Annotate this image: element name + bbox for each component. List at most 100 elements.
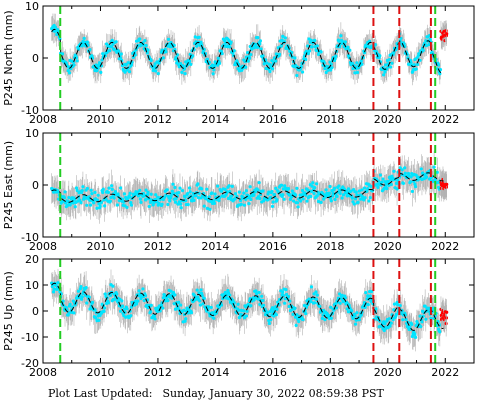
data-point bbox=[127, 70, 132, 74]
data-point bbox=[127, 195, 132, 199]
y-tick-label: -10 bbox=[21, 104, 39, 117]
data-point bbox=[173, 200, 178, 204]
data-point bbox=[200, 187, 204, 191]
data-point bbox=[101, 190, 105, 195]
data-point bbox=[339, 34, 343, 38]
data-point bbox=[153, 317, 157, 321]
x-tick-label: 2016 bbox=[259, 366, 287, 379]
data-point bbox=[256, 188, 260, 192]
data-point bbox=[270, 204, 275, 208]
data-point bbox=[228, 293, 232, 297]
data-point bbox=[413, 184, 418, 189]
y-tick-label: -20 bbox=[21, 357, 39, 370]
data-point bbox=[149, 192, 153, 196]
data-point bbox=[281, 293, 286, 298]
x-tick-label: 2016 bbox=[259, 113, 287, 126]
data-point bbox=[134, 302, 139, 306]
data-point bbox=[147, 204, 151, 209]
data-point bbox=[51, 290, 56, 294]
data-point bbox=[138, 188, 142, 192]
data-point bbox=[357, 66, 361, 70]
data-point bbox=[90, 192, 94, 196]
data-point bbox=[180, 189, 185, 193]
data-point bbox=[239, 198, 243, 203]
data-point bbox=[144, 188, 148, 192]
data-point bbox=[257, 181, 261, 185]
data-point bbox=[136, 299, 140, 303]
data-point bbox=[376, 185, 380, 189]
data-point bbox=[85, 203, 89, 207]
recent-point bbox=[445, 182, 449, 186]
data-point bbox=[184, 198, 188, 203]
data-point bbox=[350, 61, 354, 66]
data-point bbox=[293, 306, 297, 310]
data-point bbox=[85, 301, 89, 305]
data-point bbox=[406, 171, 411, 176]
data-point bbox=[232, 49, 236, 53]
data-point bbox=[362, 186, 367, 190]
data-point bbox=[171, 182, 175, 186]
data-point bbox=[254, 42, 258, 46]
data-point bbox=[81, 185, 85, 189]
data-point bbox=[340, 293, 344, 297]
data-point bbox=[424, 175, 429, 179]
data-point bbox=[329, 199, 333, 203]
data-point bbox=[392, 169, 396, 173]
data-point bbox=[72, 63, 76, 67]
data-point bbox=[329, 316, 333, 320]
data-point bbox=[154, 69, 158, 73]
data-point bbox=[338, 191, 342, 195]
plot-area-up bbox=[50, 259, 449, 363]
data-point bbox=[75, 59, 79, 63]
data-point bbox=[261, 298, 265, 303]
data-point bbox=[394, 312, 399, 316]
data-point bbox=[125, 307, 129, 311]
data-point bbox=[184, 317, 188, 321]
data-point bbox=[355, 61, 359, 65]
y-tick-label: 10 bbox=[25, 0, 39, 13]
data-point bbox=[293, 193, 298, 197]
data-point bbox=[179, 303, 183, 307]
data-point bbox=[78, 198, 82, 202]
data-point bbox=[315, 293, 319, 297]
y-tick-label: 10 bbox=[25, 127, 39, 140]
model-line bbox=[51, 172, 444, 203]
data-point bbox=[186, 202, 190, 207]
data-point bbox=[80, 189, 84, 193]
data-point bbox=[413, 335, 418, 339]
data-point bbox=[315, 44, 319, 48]
data-point bbox=[75, 188, 79, 193]
data-point bbox=[363, 196, 367, 200]
data-point bbox=[337, 184, 341, 188]
y-tick-label: 20 bbox=[25, 253, 39, 266]
data-point bbox=[212, 316, 216, 320]
data-point bbox=[245, 309, 249, 313]
data-point bbox=[300, 70, 305, 74]
data-point bbox=[267, 190, 271, 194]
data-point bbox=[80, 297, 84, 301]
data-point bbox=[382, 328, 386, 333]
data-point bbox=[143, 39, 147, 43]
data-point bbox=[244, 65, 248, 69]
recent-points bbox=[439, 20, 449, 52]
data-point bbox=[335, 194, 339, 198]
data-point bbox=[368, 294, 372, 298]
data-point bbox=[281, 290, 285, 294]
data-point bbox=[118, 186, 123, 190]
data-point bbox=[138, 197, 142, 201]
data-point bbox=[79, 201, 83, 205]
data-point bbox=[198, 303, 202, 307]
data-point bbox=[390, 61, 394, 65]
data-point bbox=[392, 50, 396, 54]
data-point bbox=[83, 40, 87, 44]
data-point bbox=[353, 71, 357, 75]
data-point bbox=[82, 36, 86, 40]
x-tick-label: 2022 bbox=[431, 113, 459, 126]
data-point bbox=[213, 192, 217, 196]
data-point bbox=[90, 300, 95, 304]
data-point bbox=[183, 319, 187, 323]
data-point bbox=[343, 296, 347, 300]
plot-area-east bbox=[50, 133, 449, 237]
data-point bbox=[156, 71, 160, 76]
y-tick-label: 0 bbox=[32, 305, 39, 318]
